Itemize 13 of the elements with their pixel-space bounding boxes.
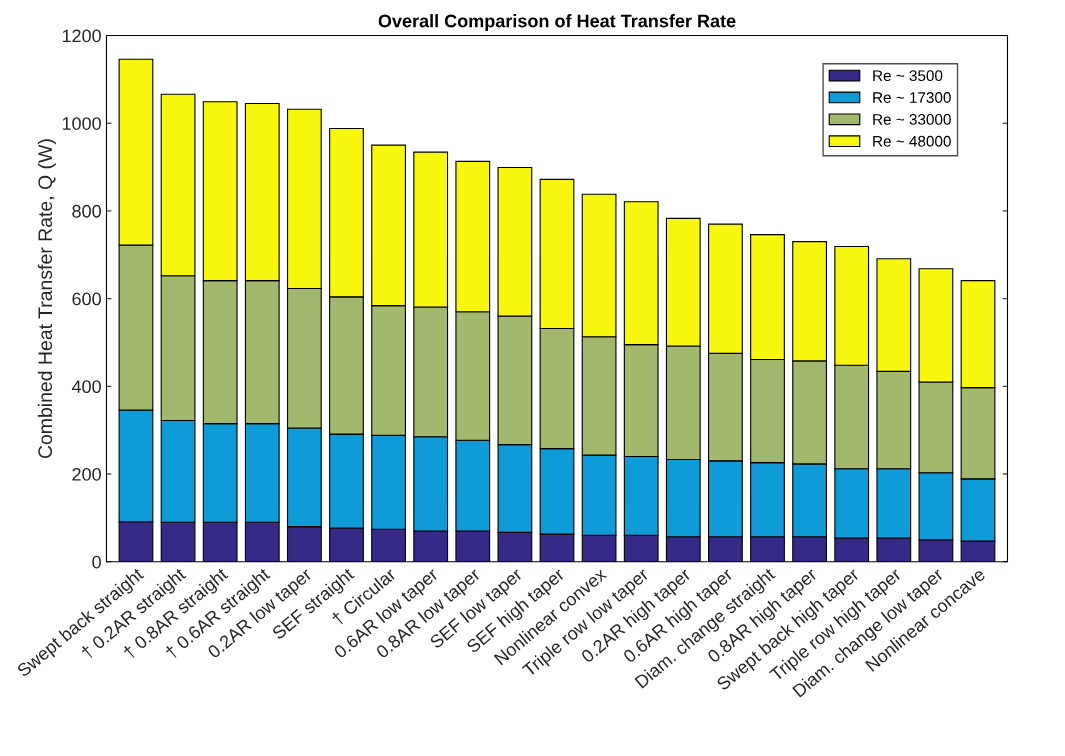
y-tick-label: 800 <box>72 204 101 218</box>
legend-label: Re ~ 33000 <box>873 113 951 125</box>
legend-label: Re ~ 3500 <box>873 70 943 82</box>
chart-title: Overall Comparison of Heat Transfer Rate <box>378 14 736 31</box>
y-tick-label: 600 <box>72 292 101 306</box>
y-tick-label: 0 <box>92 555 101 569</box>
legend-label: Re ~ 17300 <box>873 92 951 103</box>
y-tick-label: 1200 <box>62 29 101 43</box>
legend-label: Re ~ 48000 <box>873 135 951 147</box>
y-tick-label: 200 <box>72 467 101 481</box>
y-axis-title: Combined Heat Transfer Rate, Q (W) <box>37 139 56 459</box>
y-tick-label: 1000 <box>62 117 101 130</box>
y-tick-label: 400 <box>71 380 101 394</box>
